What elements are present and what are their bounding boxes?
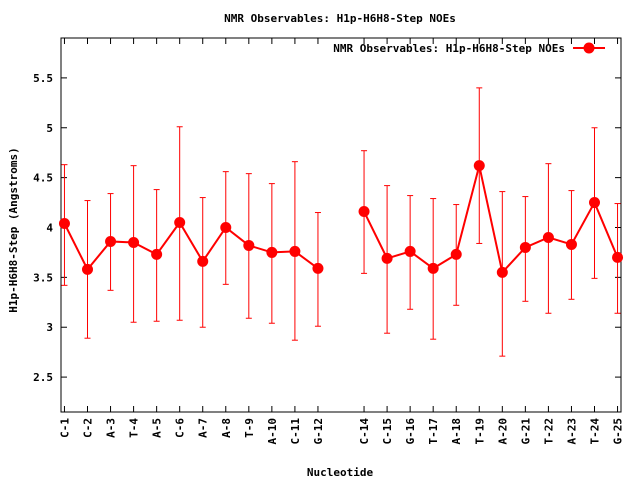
x-tick-label: G-16: [404, 418, 417, 445]
data-point: [128, 236, 140, 248]
data-point: [105, 235, 117, 247]
x-tick-label: A-18: [450, 418, 463, 445]
series-lines: [63, 165, 619, 275]
y-tick-label: 4: [46, 221, 53, 234]
data-point: [427, 262, 439, 274]
x-tick-label: C-15: [381, 418, 394, 445]
x-tick-label: A-8: [220, 418, 233, 438]
x-tick-label: A-20: [496, 418, 509, 445]
data-point: [381, 252, 393, 264]
data-point: [266, 246, 278, 258]
data-point: [82, 263, 94, 275]
data-point: [243, 239, 255, 251]
x-tick-label: C-14: [358, 418, 371, 445]
legend-label: NMR Observables: H1p-H6H8-Step NOEs: [333, 42, 565, 55]
x-tick-label: T-19: [473, 418, 486, 445]
plot-frame: [60, 37, 622, 413]
y-tick-label: 5: [46, 122, 53, 135]
data-point: [473, 160, 485, 172]
x-tick-label: T-17: [427, 418, 440, 445]
data-point: [496, 266, 508, 278]
x-tick-label: C-6: [174, 418, 187, 438]
legend: NMR Observables: H1p-H6H8-Step NOEs: [333, 42, 605, 55]
error-bars: [61, 87, 621, 357]
data-points: [58, 160, 624, 278]
x-tick-label: A-3: [105, 418, 118, 438]
y-axis: 2.5 3 3.5 4 4.5 5 5.5: [33, 72, 621, 384]
x-tick-label: T-22: [542, 418, 555, 445]
data-point: [542, 231, 554, 243]
data-point: [519, 241, 531, 253]
x-tick-label: A-23: [565, 418, 578, 445]
y-tick-label: 3: [46, 321, 53, 334]
legend-marker: [583, 42, 595, 54]
data-point: [289, 245, 301, 257]
x-tick-label: C-1: [58, 418, 71, 438]
data-point: [197, 255, 209, 267]
y-tick-label: 3.5: [33, 271, 53, 284]
x-tick-label: T-4: [128, 418, 141, 438]
x-tick-label: G-25: [612, 418, 625, 445]
data-point: [151, 248, 163, 260]
y-tick-label: 4.5: [33, 172, 53, 185]
data-point: [220, 221, 232, 233]
x-axis-label: Nucleotide: [307, 466, 374, 479]
data-point: [612, 251, 624, 263]
data-point: [174, 217, 186, 229]
series-line: [363, 165, 619, 275]
data-point: [588, 197, 600, 209]
x-tick-label: C-11: [289, 418, 302, 445]
x-axis: C-1 C-2 A-3 T-4 A-5 C-6 A-7 A-8 T-9 A-10 C-11 G-12 C…: [58, 38, 625, 445]
data-point: [58, 218, 70, 230]
y-tick-label: 5.5: [33, 72, 53, 85]
data-point: [565, 238, 577, 250]
x-tick-label: T-9: [243, 418, 256, 438]
data-point: [312, 262, 324, 274]
x-tick-label: A-7: [197, 418, 210, 438]
x-tick-label: A-5: [151, 418, 164, 438]
x-tick-label: T-24: [588, 418, 601, 445]
y-tick-label: 2.5: [33, 371, 53, 384]
y-axis-label: H1p-H6H8-Step (Angstroms): [7, 147, 20, 313]
chart-title: NMR Observables: H1p-H6H8-Step NOEs: [224, 12, 456, 25]
data-point: [450, 248, 462, 260]
x-tick-label: G-21: [519, 418, 532, 445]
x-tick-label: C-2: [82, 418, 95, 438]
x-tick-label: A-10: [266, 418, 279, 445]
x-tick-label: G-12: [312, 418, 325, 445]
series-line: [63, 220, 319, 272]
data-point: [358, 206, 370, 218]
data-point: [404, 245, 416, 257]
